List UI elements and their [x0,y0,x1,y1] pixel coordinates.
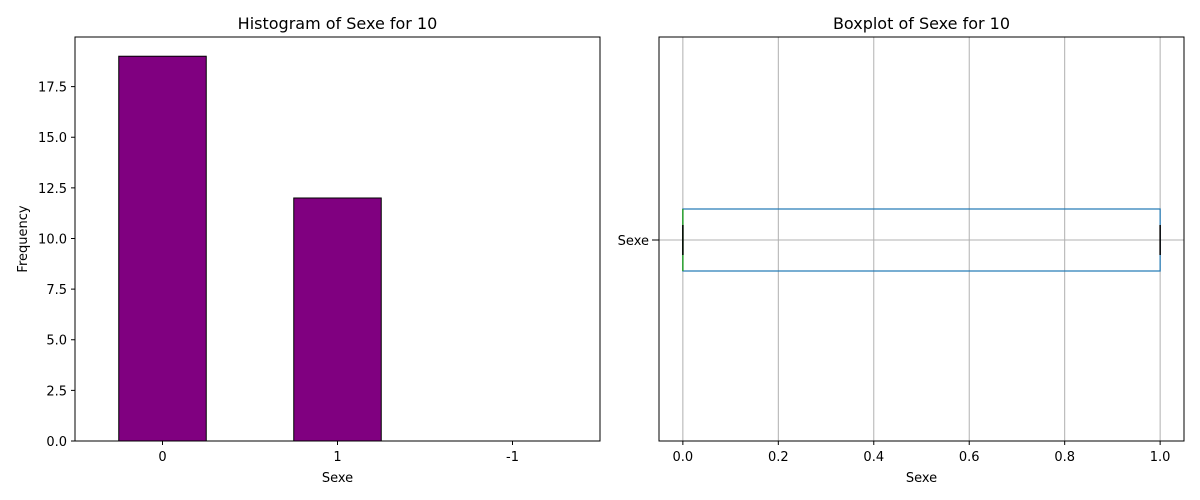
histogram-y-tick-label: 10.0 [38,232,67,247]
boxplot-x-tick-label: 1.0 [1150,450,1171,465]
boxplot-axes-frame [658,36,1185,442]
boxplot-x-tick-label: 0.0 [673,450,694,465]
histogram-bars [118,55,382,442]
histogram-panel: Histogram of Sexe for 10 0.02.55.07.510.… [16,14,601,486]
boxplot-x-ticks: 0.0 0.2 0.4 0.6 0.8 1.0 [673,441,1171,465]
histogram-y-tick-label: 0.0 [46,435,67,450]
boxplot-x-tick-label: 0.2 [768,450,789,465]
boxplot-panel: Boxplot of Sexe for 10 0.0 0.2 0.4 0.6 0.8 1.… [618,14,1185,486]
boxplot-x-tick-label: 0.6 [959,450,980,465]
histogram-y-tick-label: 7.5 [46,283,67,298]
histogram-y-ticks: 0.0 2.5 5.0 7.5 10.0 12.5 15.0 17.5 [38,81,75,450]
boxplot-x-tick-label: 0.8 [1054,450,1075,465]
boxplot-title: Boxplot of Sexe for 10 [833,14,1010,33]
histogram-y-axis-label: Frequency [16,205,31,272]
histogram-y-tick-label: 17.5 [38,81,67,96]
histogram-y-tick-label: 15.0 [38,131,67,146]
boxplot-y-tick-label: Sexe [618,234,649,249]
histogram-y-tick-label: 5.0 [46,334,67,349]
boxplot-x-tick-label: 0.4 [863,450,884,465]
boxplot-y-ticks: Sexe [618,234,659,249]
histogram-y-tick-label: 2.5 [46,384,67,399]
histogram-x-tick-label: -1 [506,450,519,465]
histogram-x-tick-label: 0 [158,450,166,465]
boxplot-marks [682,208,1161,272]
histogram-x-ticks: 0 1 -1 [158,441,519,465]
histogram-y-tick-label: 12.5 [38,182,67,197]
histogram-bar [118,55,207,442]
histogram-axes-frame [74,36,601,442]
histogram-x-axis-label: Sexe [322,471,353,486]
histogram-x-tick-label: 1 [333,450,341,465]
histogram-title: Histogram of Sexe for 10 [238,14,438,33]
boxplot-x-axis-label: Sexe [906,471,937,486]
histogram-bar [293,197,382,442]
